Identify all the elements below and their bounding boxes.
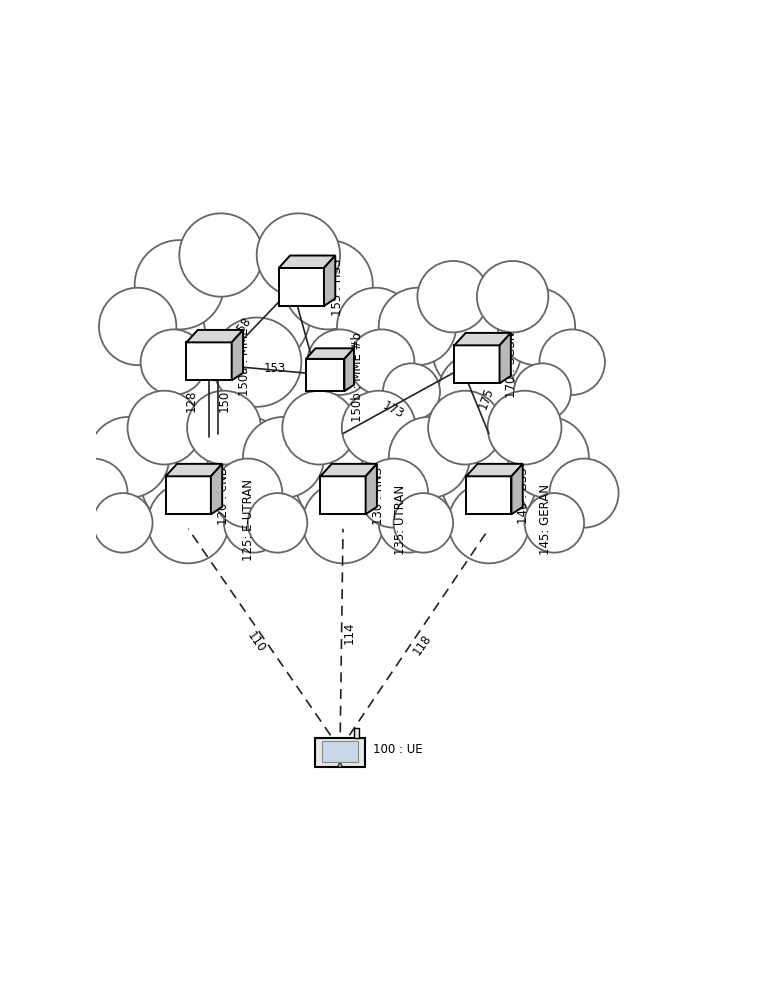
Text: 135: UTRAN: 135: UTRAN bbox=[393, 485, 406, 555]
Text: 175: 175 bbox=[476, 385, 496, 411]
Polygon shape bbox=[320, 464, 377, 476]
Circle shape bbox=[508, 417, 589, 498]
Circle shape bbox=[362, 417, 443, 498]
Polygon shape bbox=[211, 464, 222, 514]
Circle shape bbox=[88, 417, 169, 498]
Circle shape bbox=[147, 482, 229, 563]
Polygon shape bbox=[187, 330, 243, 342]
Polygon shape bbox=[324, 256, 336, 306]
Polygon shape bbox=[455, 333, 511, 345]
Text: 153: 153 bbox=[263, 362, 286, 375]
Text: 150b : MME #b: 150b : MME #b bbox=[351, 332, 364, 422]
Circle shape bbox=[296, 434, 391, 529]
Circle shape bbox=[550, 459, 618, 528]
Circle shape bbox=[207, 417, 288, 498]
Circle shape bbox=[337, 288, 415, 365]
Polygon shape bbox=[279, 256, 336, 268]
Text: 170 : SGSN: 170 : SGSN bbox=[505, 332, 518, 398]
Polygon shape bbox=[306, 359, 344, 391]
Polygon shape bbox=[466, 464, 523, 476]
Text: 118: 118 bbox=[410, 632, 434, 658]
Text: 150a : MME: 150a : MME bbox=[237, 328, 250, 396]
Text: 110: 110 bbox=[243, 629, 267, 655]
Circle shape bbox=[141, 434, 236, 529]
Circle shape bbox=[248, 493, 307, 553]
Polygon shape bbox=[344, 348, 354, 391]
Circle shape bbox=[418, 261, 488, 332]
Polygon shape bbox=[232, 330, 243, 380]
Circle shape bbox=[214, 459, 283, 528]
Circle shape bbox=[349, 329, 415, 395]
Circle shape bbox=[539, 329, 605, 395]
Circle shape bbox=[283, 391, 356, 465]
Circle shape bbox=[58, 459, 127, 528]
Circle shape bbox=[204, 261, 310, 368]
Polygon shape bbox=[354, 728, 359, 738]
Circle shape bbox=[389, 417, 470, 498]
Circle shape bbox=[179, 213, 263, 297]
Text: 145: GERAN: 145: GERAN bbox=[539, 484, 552, 555]
Polygon shape bbox=[455, 345, 499, 383]
Polygon shape bbox=[279, 268, 324, 306]
Circle shape bbox=[99, 288, 177, 365]
Circle shape bbox=[141, 329, 206, 395]
Polygon shape bbox=[322, 741, 358, 762]
Text: 100 : UE: 100 : UE bbox=[372, 743, 422, 756]
Circle shape bbox=[525, 493, 584, 553]
Circle shape bbox=[212, 318, 301, 407]
Circle shape bbox=[93, 493, 153, 553]
Circle shape bbox=[307, 329, 372, 395]
Circle shape bbox=[338, 763, 342, 767]
Polygon shape bbox=[306, 348, 354, 359]
Circle shape bbox=[303, 482, 383, 563]
Text: 114: 114 bbox=[343, 622, 356, 644]
Circle shape bbox=[439, 353, 515, 431]
Text: 130 : RNS: 130 : RNS bbox=[372, 467, 385, 525]
Polygon shape bbox=[315, 738, 365, 767]
Polygon shape bbox=[166, 464, 222, 476]
Circle shape bbox=[249, 459, 318, 528]
Text: 173: 173 bbox=[381, 399, 406, 421]
Circle shape bbox=[342, 391, 415, 465]
Circle shape bbox=[432, 306, 521, 395]
Polygon shape bbox=[366, 464, 377, 514]
Circle shape bbox=[134, 240, 224, 329]
Text: 140 : BSS: 140 : BSS bbox=[518, 468, 531, 524]
Circle shape bbox=[283, 240, 372, 329]
Text: 158: 158 bbox=[230, 314, 253, 339]
Circle shape bbox=[488, 391, 561, 465]
Circle shape bbox=[257, 213, 340, 297]
Text: 150: 150 bbox=[217, 390, 230, 412]
Circle shape bbox=[224, 493, 283, 553]
Polygon shape bbox=[320, 476, 366, 514]
Circle shape bbox=[243, 417, 324, 498]
Circle shape bbox=[441, 434, 537, 529]
Text: 155 : HSS: 155 : HSS bbox=[331, 259, 344, 316]
Circle shape bbox=[514, 363, 571, 420]
Circle shape bbox=[187, 391, 261, 465]
Circle shape bbox=[428, 391, 502, 465]
Polygon shape bbox=[466, 476, 511, 514]
Circle shape bbox=[359, 459, 428, 528]
Circle shape bbox=[379, 288, 456, 365]
Polygon shape bbox=[499, 333, 511, 383]
Circle shape bbox=[383, 363, 440, 420]
Circle shape bbox=[379, 493, 439, 553]
Circle shape bbox=[449, 482, 529, 563]
Polygon shape bbox=[511, 464, 523, 514]
Circle shape bbox=[477, 261, 548, 332]
Text: 120 : eNB: 120 : eNB bbox=[217, 467, 230, 525]
Polygon shape bbox=[166, 476, 211, 514]
Text: 125: E-UTRAN: 125: E-UTRAN bbox=[242, 479, 255, 561]
Circle shape bbox=[498, 288, 575, 365]
Circle shape bbox=[404, 459, 473, 528]
Circle shape bbox=[394, 493, 453, 553]
Text: 128: 128 bbox=[185, 390, 197, 412]
Circle shape bbox=[127, 391, 201, 465]
Polygon shape bbox=[187, 342, 232, 380]
